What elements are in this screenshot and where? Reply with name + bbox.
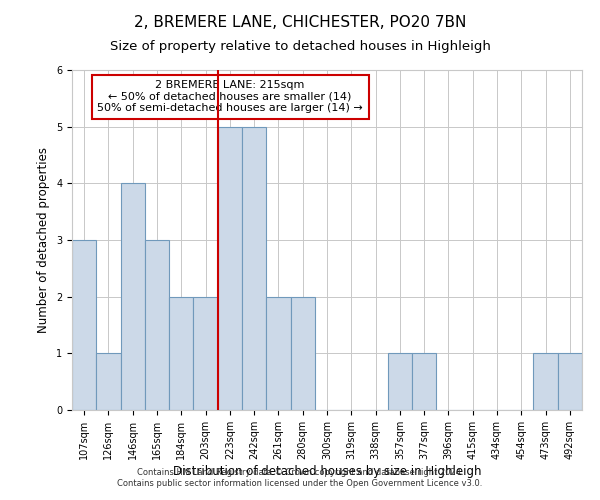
Bar bbox=[242, 126, 266, 410]
Text: 2, BREMERE LANE, CHICHESTER, PO20 7BN: 2, BREMERE LANE, CHICHESTER, PO20 7BN bbox=[134, 15, 466, 30]
Bar bbox=[218, 126, 242, 410]
Bar bbox=[145, 240, 169, 410]
Bar bbox=[96, 354, 121, 410]
Bar bbox=[412, 354, 436, 410]
Bar bbox=[266, 296, 290, 410]
Bar bbox=[533, 354, 558, 410]
Y-axis label: Number of detached properties: Number of detached properties bbox=[37, 147, 50, 333]
Bar bbox=[169, 296, 193, 410]
Bar bbox=[290, 296, 315, 410]
X-axis label: Distribution of detached houses by size in Highleigh: Distribution of detached houses by size … bbox=[173, 464, 481, 477]
Bar bbox=[72, 240, 96, 410]
Bar bbox=[388, 354, 412, 410]
Bar bbox=[193, 296, 218, 410]
Bar bbox=[558, 354, 582, 410]
Text: Contains HM Land Registry data © Crown copyright and database right 2024.
Contai: Contains HM Land Registry data © Crown c… bbox=[118, 468, 482, 487]
Text: Size of property relative to detached houses in Highleigh: Size of property relative to detached ho… bbox=[110, 40, 490, 53]
Text: 2 BREMERE LANE: 215sqm
← 50% of detached houses are smaller (14)
50% of semi-det: 2 BREMERE LANE: 215sqm ← 50% of detached… bbox=[97, 80, 363, 114]
Bar bbox=[121, 184, 145, 410]
